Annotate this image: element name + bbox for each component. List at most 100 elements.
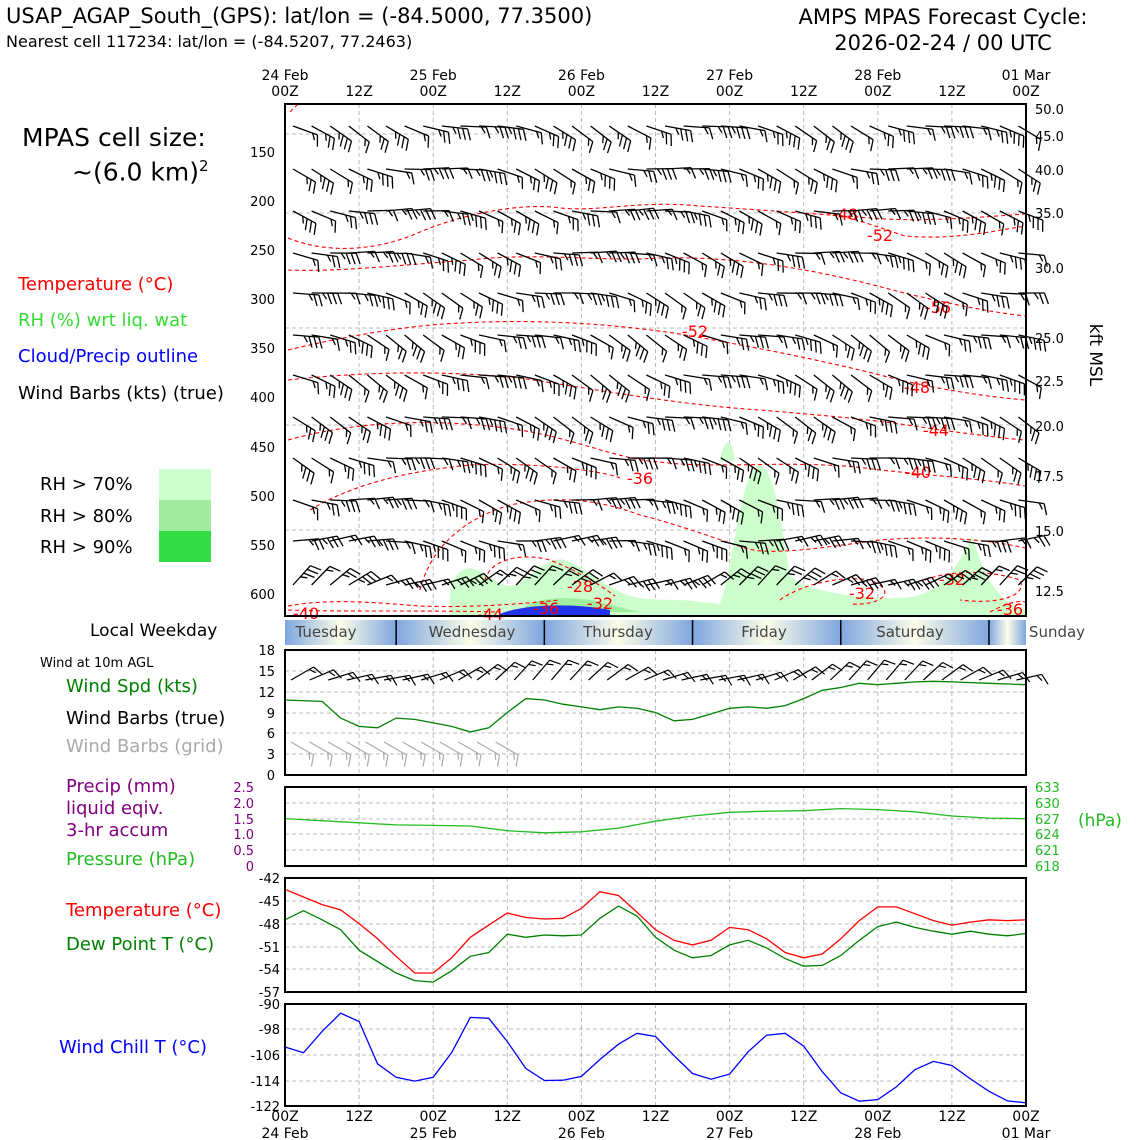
barb-feather [747,576,755,580]
barb-feather [835,180,838,193]
barb-feather [411,253,417,265]
surface-wind-barb-true [829,661,861,681]
upper-wind-barb [367,457,397,474]
barb-feather [931,129,936,141]
temperature-contour-line [287,599,561,608]
upper-wind-barb [385,540,416,555]
barb-feather [554,505,557,518]
pressure-level-tick-label: 600 [250,588,275,603]
upper-wind-barb [962,168,989,189]
upper-wind-barb [608,374,631,403]
barb-feather [432,544,436,552]
upper-wind-barb [720,499,744,525]
barb-feather [599,422,601,431]
barb-feather [668,386,671,398]
barb-feather [1013,218,1016,226]
barb-feather [1006,380,1010,392]
barb-feather [811,668,819,674]
barb-feather [481,511,485,524]
barb-staff [701,540,727,551]
upper-wind-barb [571,498,603,511]
barb-feather [457,212,462,220]
surface-wind-barb-true [941,664,974,681]
barb-feather [382,251,389,259]
barb-feather [948,550,951,563]
barb-feather [551,469,553,478]
barb-feather [608,574,616,580]
upper-wind-barb [850,168,880,186]
barb-feather [731,375,736,383]
temperature-contour-line [289,103,299,113]
barb-feather [697,578,707,589]
surface-wind-barb-true [458,666,491,681]
wind-chill-tick-label: -90 [259,998,280,1013]
barb-feather [775,221,778,229]
barb-feather [783,539,790,551]
barb-feather [617,384,623,397]
barb-feather [347,673,355,679]
barb-feather [906,307,911,320]
bottom-time-tick-label: 00Z [271,1109,298,1125]
barb-feather [916,581,924,587]
barb-feather [652,544,657,557]
upper-wind-barb [869,125,895,149]
bottom-time-tick-label: 00Z [568,1109,595,1125]
barb-feather [753,469,758,482]
upper-wind-barb [311,374,336,399]
upper-wind-barb [608,334,631,362]
upper-wind-barb [999,168,1023,195]
weekday-band-segment [692,620,841,645]
barb-feather [328,384,332,396]
barb-feather [545,539,551,546]
barb-feather [429,421,433,434]
barb-feather [604,175,607,187]
barb-feather [309,220,313,233]
barb-feather [701,307,706,320]
barb-feather [318,294,323,307]
barb-feather [835,345,839,358]
barb-feather [768,539,774,547]
barb-feather [942,661,954,669]
upper-wind-barb [646,578,679,590]
barb-feather [692,339,696,348]
barb-feather [647,543,652,556]
barb-feather [682,308,687,320]
barb-feather [665,306,669,319]
pressure-level-tick-label: 200 [250,195,275,210]
pressure-level-tick-label: 250 [250,244,275,259]
barb-feather [689,130,694,143]
height-tick-label: 17.5 [1035,470,1064,485]
upper-wind-barb [888,125,916,145]
barb-feather [373,535,381,547]
upper-wind-barb [367,538,399,551]
barb-feather [969,376,974,389]
barb-feather [325,381,328,390]
barb-feather [622,137,628,150]
height-tick-label: 40.0 [1035,164,1064,179]
barb-feather [791,503,795,515]
barb-feather [419,544,424,552]
upper-wind-barb [553,210,579,232]
upper-wind-barb [813,168,838,193]
barb-feather [801,256,806,269]
barb-feather [894,457,901,470]
upper-wind-barb [720,168,748,187]
barb-feather [500,304,504,316]
upper-wind-barb [460,572,493,587]
barb-staff [664,374,691,384]
barb-feather [522,129,527,141]
barb-feather [483,550,486,563]
surface-wind-barb-true [290,666,323,681]
barb-feather [322,292,328,300]
barb-feather [679,379,682,392]
upper-wind-barb [385,374,408,402]
barb-feather [775,473,780,485]
rh-shading [449,442,1025,616]
barb-feather [409,675,417,686]
barb-feather [717,418,722,431]
barb-feather [587,138,590,146]
barb-feather [587,387,590,395]
barb-feather [379,135,381,143]
upper-wind-barb [739,457,762,485]
barb-feather [437,380,441,388]
